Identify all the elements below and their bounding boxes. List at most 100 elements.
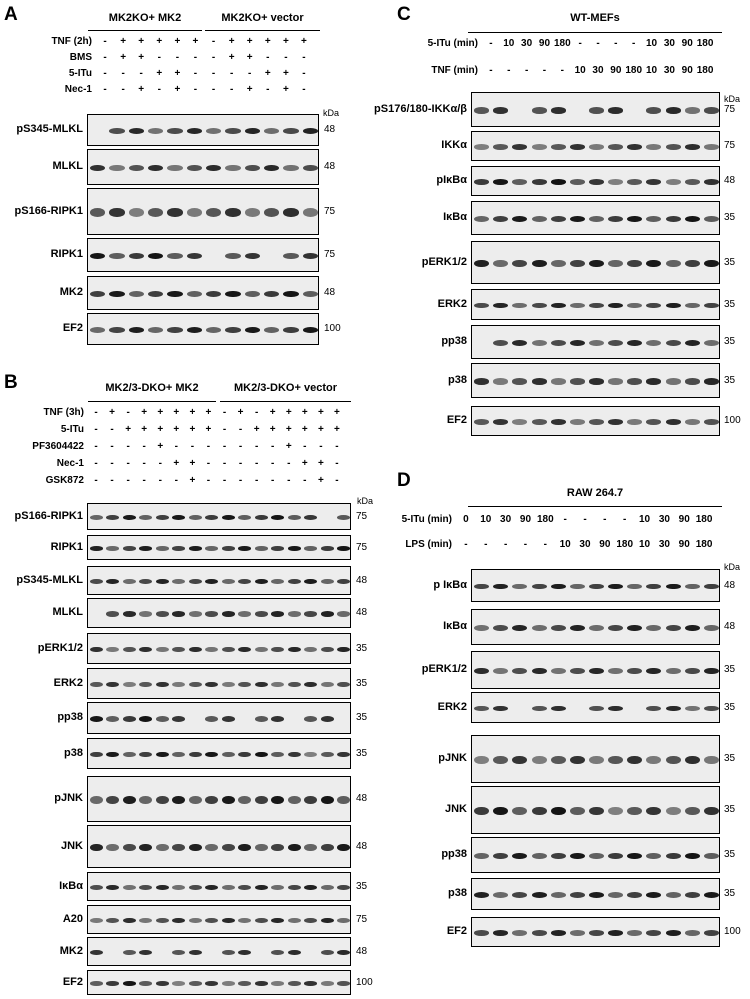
band: [304, 646, 318, 653]
condition-value: -: [507, 65, 511, 76]
band: [221, 611, 235, 617]
band: [106, 578, 120, 585]
band: [254, 716, 268, 722]
condition-value: +: [205, 407, 212, 418]
band: [139, 681, 153, 688]
band: [320, 578, 334, 585]
condition-value: +: [317, 458, 324, 469]
band: [304, 578, 318, 585]
band: [531, 107, 547, 114]
blot-strip: [87, 188, 319, 235]
band: [139, 751, 153, 758]
band: [512, 302, 528, 309]
band: [665, 302, 681, 309]
blot-label: pS345-MLKL: [16, 123, 83, 135]
band: [474, 705, 490, 712]
band: [106, 546, 120, 551]
band: [221, 795, 235, 805]
band: [254, 611, 268, 617]
group-header: RAW 264.7: [566, 487, 624, 499]
group-underline: [220, 401, 351, 402]
condition-value: +: [317, 407, 324, 418]
blot-strip: [471, 131, 720, 161]
condition-value: 30: [663, 38, 675, 49]
condition-value: -: [229, 68, 234, 79]
band: [337, 611, 350, 617]
band: [512, 419, 528, 425]
mw-marker: 100: [724, 415, 741, 426]
band: [254, 681, 268, 688]
blot-strip: [87, 633, 351, 664]
band: [646, 339, 662, 347]
band: [244, 327, 260, 333]
band: [188, 611, 202, 617]
band: [254, 515, 268, 520]
band: [589, 624, 604, 632]
condition-label: GSK872: [45, 475, 84, 486]
band: [167, 128, 183, 134]
band: [221, 884, 235, 891]
band: [304, 884, 318, 891]
band: [287, 981, 301, 986]
band: [589, 302, 604, 309]
blot-label: IκBα: [59, 879, 83, 892]
blot-label: p38: [64, 746, 83, 759]
condition-value: +: [282, 68, 289, 79]
blot-strip: [87, 114, 319, 146]
mw-marker: 35: [724, 804, 736, 815]
band: [474, 107, 490, 114]
condition-value: -: [206, 458, 211, 469]
band: [238, 917, 252, 924]
band: [90, 164, 106, 172]
blot-label: pp38: [57, 711, 83, 723]
band: [569, 892, 585, 898]
condition-value: -: [284, 52, 288, 63]
band: [646, 419, 662, 425]
band: [493, 259, 509, 268]
condition-value: -: [175, 52, 180, 63]
band: [512, 259, 528, 268]
band: [493, 144, 509, 150]
band: [264, 128, 280, 134]
band: [304, 917, 318, 924]
band: [474, 852, 490, 860]
condition-value: -: [211, 68, 216, 79]
band: [684, 583, 700, 590]
band: [493, 667, 509, 675]
band: [254, 795, 268, 805]
condition-value: 10: [638, 539, 651, 550]
condition-value: -: [110, 475, 114, 486]
band: [665, 378, 681, 385]
band: [89, 884, 103, 891]
band: [531, 755, 547, 765]
condition-value: +: [156, 36, 163, 47]
condition-value: -: [303, 441, 307, 452]
band: [128, 290, 144, 298]
condition-value: -: [335, 441, 339, 452]
band: [684, 302, 700, 309]
band: [474, 806, 490, 816]
blot-label: MK2: [59, 944, 83, 957]
band: [646, 755, 662, 765]
blot-label: MLKL: [52, 606, 83, 618]
band: [89, 751, 103, 758]
condition-value: +: [120, 36, 127, 47]
mw-marker: 48: [324, 124, 336, 135]
mw-marker: 35: [724, 849, 736, 860]
blot-strip: [87, 776, 351, 822]
band: [493, 852, 509, 860]
band: [155, 611, 169, 617]
band: [89, 843, 103, 852]
band: [550, 419, 566, 425]
band: [188, 751, 202, 758]
band: [271, 751, 285, 758]
band: [512, 806, 528, 816]
band: [287, 681, 301, 688]
band: [89, 646, 103, 653]
mw-marker: 35: [724, 298, 736, 310]
band: [474, 419, 490, 425]
band: [646, 259, 662, 268]
condition-value: -: [103, 36, 107, 47]
band: [665, 144, 681, 150]
band: [589, 806, 604, 816]
